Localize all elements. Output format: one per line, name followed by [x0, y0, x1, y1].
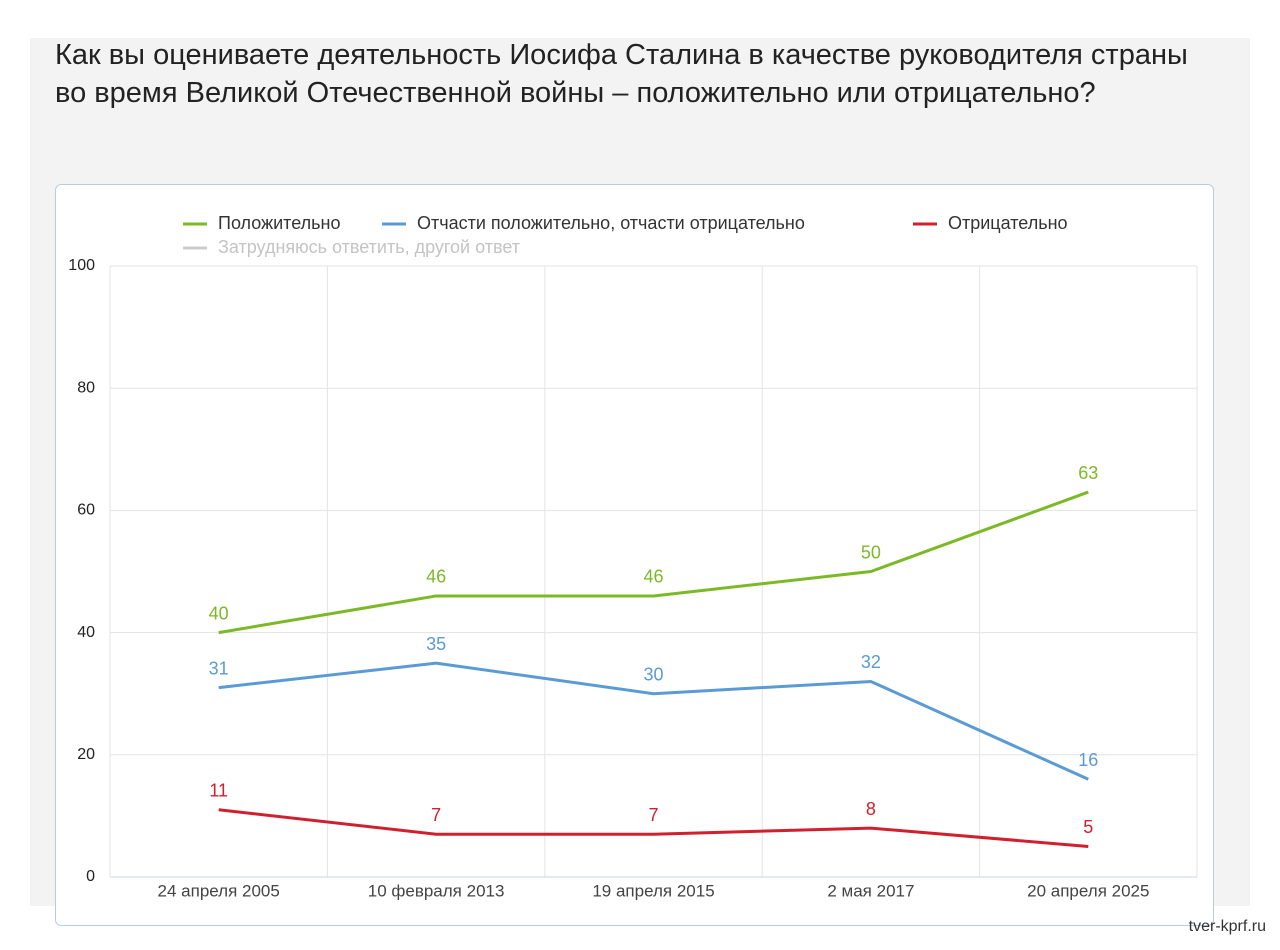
x-tick-label: 19 апреля 2015 [592, 881, 714, 900]
data-label: 46 [643, 567, 663, 587]
data-label: 11 [209, 781, 228, 801]
data-label: 30 [643, 664, 663, 684]
data-label: 7 [431, 805, 441, 825]
series-line [218, 808, 1089, 848]
y-tick-label: 100 [68, 257, 95, 274]
data-label: 31 [209, 658, 229, 678]
watermark: tver-kprf.ru [1188, 918, 1266, 935]
legend-label: Отрицательно [948, 213, 1068, 233]
data-label: 5 [1083, 817, 1093, 837]
data-label: 35 [426, 634, 446, 654]
legend-label: Отчасти положительно, отчасти отрицатель… [417, 213, 805, 233]
data-label: 32 [861, 652, 881, 672]
data-label: 8 [866, 799, 876, 819]
y-tick-label: 60 [77, 502, 95, 519]
series-line [218, 661, 1089, 781]
data-label: 40 [209, 603, 229, 623]
legend-label: Затрудняюсь ответить, другой ответ [218, 237, 520, 257]
x-tick-label: 20 апреля 2025 [1027, 881, 1149, 900]
data-label: 63 [1078, 463, 1098, 483]
y-tick-label: 40 [77, 624, 95, 641]
data-label: 16 [1078, 750, 1098, 770]
y-tick-label: 20 [77, 746, 95, 763]
x-tick-label: 10 февраля 2013 [368, 881, 505, 900]
legend-label: Положительно [218, 213, 340, 233]
data-label: 50 [861, 542, 881, 562]
x-tick-label: 2 мая 2017 [827, 881, 914, 900]
y-tick-label: 80 [77, 379, 95, 396]
y-tick-label: 0 [86, 868, 95, 885]
x-tick-label: 24 апреля 2005 [158, 881, 280, 900]
chart-box [55, 184, 1214, 926]
data-label: 7 [648, 805, 658, 825]
data-label: 46 [426, 567, 446, 587]
title: Как вы оцениваете деятельность Иосифа Ст… [55, 39, 1188, 109]
series-line [218, 490, 1089, 635]
